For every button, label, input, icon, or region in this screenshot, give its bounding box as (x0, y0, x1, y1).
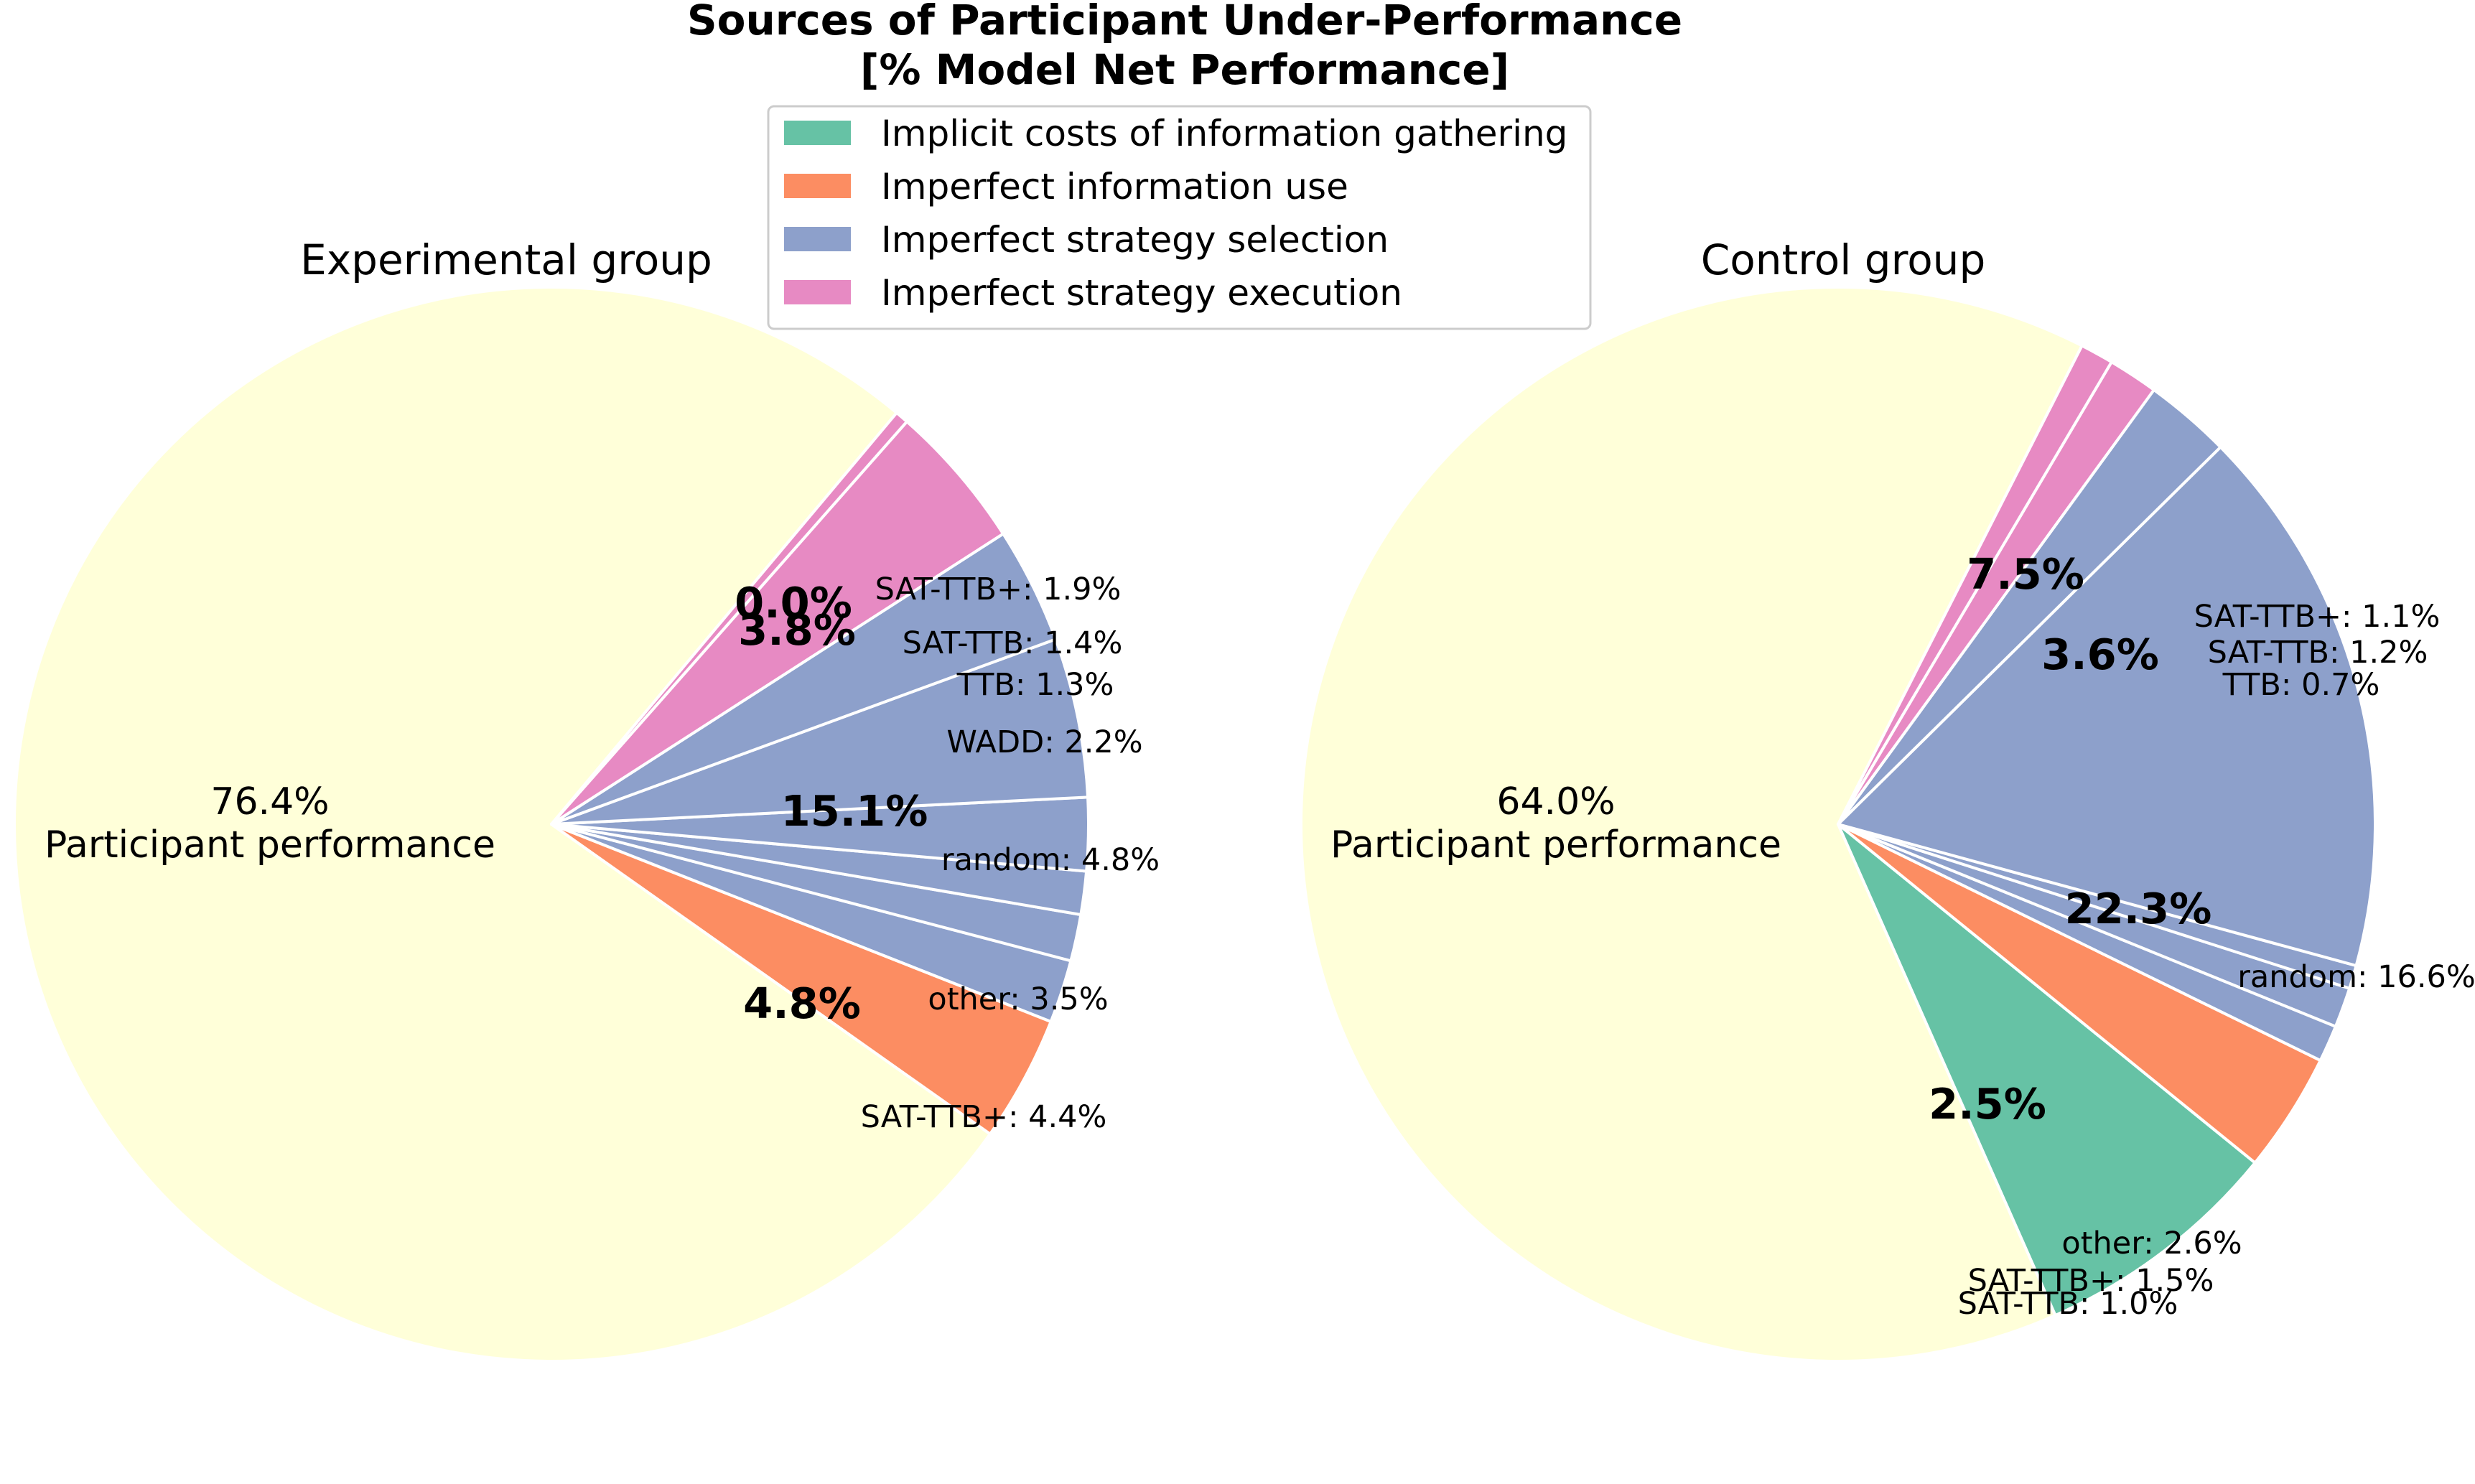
control-group-label-strategy-selection: 22.3% (2065, 884, 2212, 933)
legend: Implicit costs of information gathering … (767, 105, 1592, 330)
experimental-pie-title: Experimental group (300, 235, 712, 284)
control-group-label-info-use: 3.6% (2041, 630, 2159, 679)
legend-swatch-strategy-execution (784, 280, 851, 304)
control-group-label-info-gathering: 7.5% (1967, 549, 2084, 599)
control-slice-label: SAT-TTB+: 1.5% (1968, 1263, 2214, 1299)
control-slice-label: random: 16.6% (2237, 959, 2475, 995)
experimental-pie-slice (550, 420, 1005, 826)
control-pie-title: Control group (1701, 235, 1986, 284)
legend-swatch-info-gathering (784, 121, 851, 145)
experimental-pie-slice (13, 285, 992, 1363)
experimental-slice-label: other: 3.5% (928, 981, 1108, 1017)
control-slice-label: SAT-TTB: 1.2% (2208, 635, 2428, 671)
experimental-group-label-info-use: 3.8% (738, 605, 856, 655)
control-slice-label: TTB: 0.7% (2222, 667, 2380, 703)
control-pie (1300, 286, 2377, 1363)
control-slice-label: SAT-TTB: 1.0% (1958, 1286, 2178, 1322)
figure-title-line1: Sources of Participant Under-Performance (687, 0, 1682, 45)
legend-swatch-strategy-selection (784, 227, 851, 251)
control-slice-label: other: 2.6% (2061, 1226, 2242, 1261)
control-group-label-strategy-execution: 2.5% (1929, 1079, 2046, 1129)
control-pie-slice (1837, 823, 2257, 1317)
experimental-slice-label: SAT-TTB: 1.4% (903, 625, 1123, 661)
legend-label-info-use: Imperfect information use (881, 166, 1348, 207)
experimental-pie (13, 285, 1090, 1363)
experimental-slice-label: WADD: 2.2% (946, 724, 1142, 760)
experimental-slice-label: TTB: 1.3% (956, 667, 1114, 703)
control-pie-slice (1837, 344, 2113, 826)
experimental-slice-label: SAT-TTB+: 1.9% (875, 571, 1122, 607)
experimental-group-label-strategy-selection: 15.1% (781, 786, 928, 836)
legend-label-strategy-selection: Imperfect strategy selection (881, 219, 1389, 261)
experimental-group-label-info-gathering: 0.0% (735, 578, 852, 627)
experimental-group-label-strategy-execution: 4.8% (743, 979, 861, 1028)
control-main-value-label: 64.0% (1496, 780, 1615, 823)
legend-label-strategy-execution: Imperfect strategy execution (881, 272, 1402, 314)
control-pie-slice (1837, 445, 2377, 968)
legend-swatch-info-use (784, 174, 851, 198)
control-pie-slice (1300, 286, 2084, 1363)
experimental-pie-slice (550, 411, 909, 826)
control-main-name-label: Participant performance (1330, 823, 1781, 867)
experimental-pie-slice (550, 638, 1090, 826)
figure-title-line2: [% Model Net Performance] (860, 45, 1509, 94)
experimental-main-value-label: 76.4% (210, 780, 329, 823)
experimental-slice-label: random: 4.8% (941, 842, 1160, 878)
legend-frame (767, 105, 1592, 330)
experimental-slice-label: SAT-TTB+: 4.4% (861, 1099, 1107, 1135)
control-slice-label: SAT-TTB+: 1.1% (2194, 599, 2441, 635)
legend-label-info-gathering: Implicit costs of information gathering (881, 113, 1567, 154)
experimental-main-name-label: Participant performance (45, 823, 495, 867)
